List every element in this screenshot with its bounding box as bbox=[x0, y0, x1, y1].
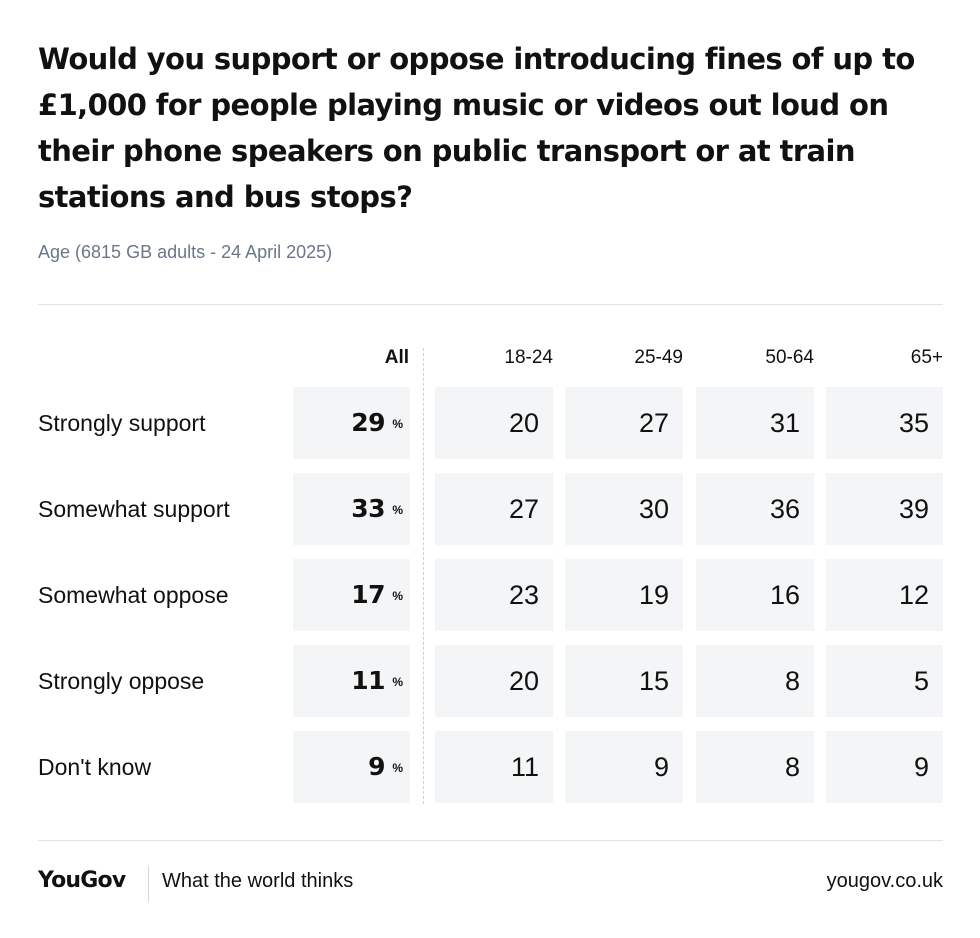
column-header: 18-24 bbox=[504, 347, 553, 368]
cell-value: 9 bbox=[653, 752, 669, 782]
all-value-cell: 29% bbox=[293, 387, 410, 459]
cell-value: 33 bbox=[351, 494, 385, 523]
top-divider bbox=[38, 304, 943, 305]
age-value-cell: 9 bbox=[565, 731, 683, 803]
age-value-cell: 30 bbox=[565, 473, 683, 545]
all-value-cell: 33% bbox=[293, 473, 410, 545]
age-value-cell: 35 bbox=[826, 387, 943, 459]
age-value-cell: 31 bbox=[696, 387, 814, 459]
percent-sign: % bbox=[392, 417, 403, 431]
cell-value: 27 bbox=[508, 494, 539, 524]
column-header: 25-49 bbox=[634, 347, 683, 368]
cell-value: 20 bbox=[508, 408, 539, 438]
percent-sign: % bbox=[392, 503, 403, 517]
cell-value: 12 bbox=[898, 580, 929, 610]
age-value-cell: 15 bbox=[565, 645, 683, 717]
age-value-cell: 20 bbox=[435, 645, 553, 717]
all-column-divider bbox=[423, 348, 424, 804]
cell-value: 8 bbox=[784, 752, 800, 782]
cell-value: 9 bbox=[368, 752, 385, 781]
cell-value: 23 bbox=[508, 580, 539, 610]
age-value-cell: 5 bbox=[826, 645, 943, 717]
row-label: Somewhat oppose bbox=[38, 582, 229, 608]
percent-sign: % bbox=[392, 675, 403, 689]
footer-tagline: What the world thinks bbox=[162, 870, 354, 892]
chart-title: Would you support or oppose introducing … bbox=[38, 42, 915, 214]
age-value-cell: 27 bbox=[435, 473, 553, 545]
row-label: Somewhat support bbox=[38, 496, 230, 522]
column-header: 65+ bbox=[910, 347, 943, 368]
age-value-cell: 23 bbox=[435, 559, 553, 631]
age-value-cell: 8 bbox=[696, 731, 814, 803]
age-value-cell: 27 bbox=[565, 387, 683, 459]
cell-value: 29 bbox=[351, 408, 385, 437]
age-value-cell: 8 bbox=[696, 645, 814, 717]
age-value-cell: 19 bbox=[565, 559, 683, 631]
bottom-divider bbox=[38, 840, 943, 841]
age-value-cell: 39 bbox=[826, 473, 943, 545]
age-value-cell: 36 bbox=[696, 473, 814, 545]
yougov-logo: YouGov bbox=[38, 868, 126, 893]
age-value-cell: 16 bbox=[696, 559, 814, 631]
cell-value: 9 bbox=[913, 752, 929, 782]
column-header: 50-64 bbox=[765, 347, 814, 368]
cell-value: 31 bbox=[769, 408, 800, 438]
column-header: All bbox=[384, 347, 409, 368]
chart-subtitle: Age (6815 GB adults - 24 April 2025) bbox=[38, 242, 333, 262]
all-value-cell: 11% bbox=[293, 645, 410, 717]
cell-value: 5 bbox=[913, 666, 929, 696]
cell-value: 30 bbox=[638, 494, 669, 524]
cell-value: 19 bbox=[638, 580, 669, 610]
cell-value: 11 bbox=[510, 752, 539, 782]
cell-value: 17 bbox=[351, 580, 385, 609]
age-value-cell: 12 bbox=[826, 559, 943, 631]
all-value-cell: 9% bbox=[293, 731, 410, 803]
age-value-cell: 20 bbox=[435, 387, 553, 459]
percent-sign: % bbox=[392, 761, 403, 775]
cell-value: 27 bbox=[638, 408, 669, 438]
row-label: Strongly oppose bbox=[38, 668, 205, 694]
cell-value: 36 bbox=[769, 494, 800, 524]
cell-value: 35 bbox=[898, 408, 929, 438]
footer-url[interactable]: yougov.co.uk bbox=[826, 870, 943, 892]
row-label: Don't know bbox=[38, 754, 152, 780]
all-value-cell: 17% bbox=[293, 559, 410, 631]
age-value-cell: 11 bbox=[435, 731, 553, 803]
footer-separator bbox=[148, 866, 149, 902]
cell-value: 39 bbox=[898, 494, 929, 524]
percent-sign: % bbox=[392, 589, 403, 603]
age-value-cell: 9 bbox=[826, 731, 943, 803]
cell-value: 16 bbox=[769, 580, 800, 610]
cell-value: 20 bbox=[508, 666, 539, 696]
cell-value: 8 bbox=[784, 666, 800, 696]
cell-value: 15 bbox=[638, 666, 669, 696]
row-label: Strongly support bbox=[38, 410, 206, 436]
cell-value: 11 bbox=[351, 666, 385, 695]
